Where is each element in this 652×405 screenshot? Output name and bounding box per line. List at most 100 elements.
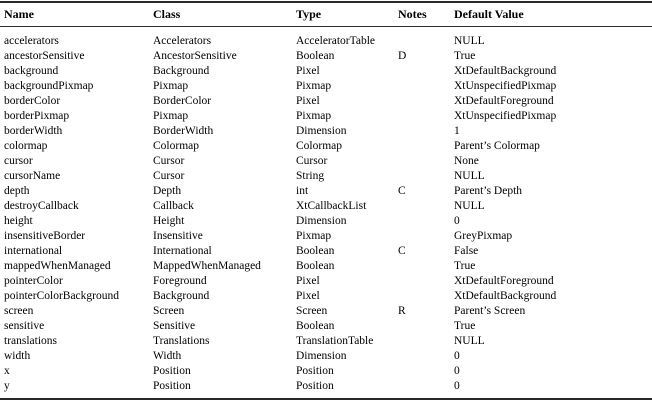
cell-type: Boolean [296,245,335,257]
cell-default: XtUnspecifiedPixmap [454,80,557,92]
cell-default: XtDefaultForeground [454,275,554,287]
cell-name: x [4,365,10,377]
table-row: borderColor BorderColor Pixel XtDefaultFore… [0,94,652,109]
cell-notes [394,364,450,379]
cell-type: Pixmap [296,230,332,242]
cell-name: borderWidth [4,125,63,137]
cell-default: GreyPixmap [454,230,513,242]
cell-notes [394,94,450,109]
cell-class: Callback [153,200,194,212]
cell-class: BorderWidth [153,125,214,137]
table-row: x Position Position 0 [0,364,652,379]
table-row: screen Screen Screen R Parent’s Screen [0,304,652,319]
cell-default: Parent’s Depth [454,185,523,197]
cell-default: False [454,245,479,257]
cell-notes [394,289,450,304]
cell-notes [394,139,450,154]
cell-notes [394,154,450,169]
cell-class: Insensitive [153,230,203,242]
cell-type: int [296,185,309,197]
cell-name: borderColor [4,95,61,107]
cell-type: Screen [296,305,328,317]
cell-name: background [4,65,59,77]
cell-default: Parent’s Colormap [454,140,540,152]
cell-default: 0 [454,365,460,377]
cell-type: Position [296,365,334,377]
header-row: Name Class Type Notes Default Value [0,3,652,27]
table-row: pointerColor Foreground Pixel XtDefaultFore… [0,274,652,289]
cell-default: NULL [454,335,485,347]
column-header-notes: Notes [394,3,450,27]
cell-default: 0 [454,380,460,392]
cell-class: Cursor [153,170,185,182]
cell-notes [394,169,450,184]
column-header-name: Name [0,3,149,27]
cell-default: NULL [454,170,485,182]
cell-default: True [454,260,476,272]
cell-name: sensitive [4,320,45,332]
cell-class: Colormap [153,140,199,152]
table-header: Name Class Type Notes Default Value [0,3,652,27]
cell-notes: C [398,245,406,257]
cell-notes [394,259,450,274]
cell-name: pointerColor [4,275,63,287]
cell-name: y [4,380,10,392]
cell-name: height [4,215,33,227]
cell-type: Boolean [296,50,335,62]
table-row: background Background Pixel XtDefaultBackgr… [0,64,652,79]
cell-type: Dimension [296,350,347,362]
cell-notes [394,349,450,364]
cell-name: depth [4,185,30,197]
cell-name: ancestorSensitive [4,50,85,62]
cell-notes [394,334,450,349]
table-row: width Width Dimension 0 [0,349,652,364]
cell-class: Screen [153,305,185,317]
cell-class: MappedWhenManaged [153,260,261,272]
cell-name: accelerators [4,35,59,47]
column-header-type: Type [292,3,394,27]
cell-name: destroyCallback [4,200,79,212]
table-row: sensitive Sensitive Boolean True [0,319,652,334]
cell-default: None [454,155,479,167]
cell-default: XtDefaultForeground [454,95,554,107]
cell-class: Pixmap [153,110,189,122]
table-row: backgroundPixmap Pixmap Pixmap XtUnspecifie… [0,79,652,94]
table-row: y Position Position 0 [0,379,652,394]
table-row: borderWidth BorderWidth Dimension 1 [0,124,652,139]
cell-default: 1 [454,125,460,137]
cell-notes [394,214,450,229]
cell-type: Boolean [296,260,335,272]
cell-notes [394,79,450,94]
cell-default: XtDefaultBackground [454,65,557,77]
table-body: accelerators Accelerators AcceleratorTable… [0,27,652,395]
cell-class: Height [153,215,185,227]
cell-name: translations [4,335,58,347]
table-row: accelerators Accelerators AcceleratorTable… [0,27,652,50]
cell-name: mappedWhenManaged [4,260,111,272]
cell-name: pointerColorBackground [4,290,119,302]
cell-notes [394,274,450,289]
cell-class: Sensitive [153,320,196,332]
cell-name: screen [4,305,34,317]
cell-class: Depth [153,185,182,197]
cell-name: borderPixmap [4,110,70,122]
cell-class: Background [153,65,210,77]
cell-class: International [153,245,212,257]
cell-class: AncestorSensitive [153,50,237,62]
table-row: height Height Dimension 0 [0,214,652,229]
cell-type: TranslationTable [296,335,374,347]
column-header-default: Default Value [450,3,652,27]
cell-default: XtUnspecifiedPixmap [454,110,557,122]
cell-class: Pixmap [153,80,189,92]
cell-default: NULL [454,200,485,212]
cell-type: Pixmap [296,80,332,92]
resources-table: Name Class Type Notes Default Value acce… [0,3,652,394]
table-row: mappedWhenManaged MappedWhenManaged Boolea… [0,259,652,274]
cell-type: String [296,170,325,182]
table-row: translations Translations TranslationTable… [0,334,652,349]
cell-default: True [454,50,476,62]
column-header-class: Class [149,3,292,27]
table-row: depth Depth int C Parent’s Depth [0,184,652,199]
table-row: cursor Cursor Cursor None [0,154,652,169]
cell-notes [394,64,450,79]
